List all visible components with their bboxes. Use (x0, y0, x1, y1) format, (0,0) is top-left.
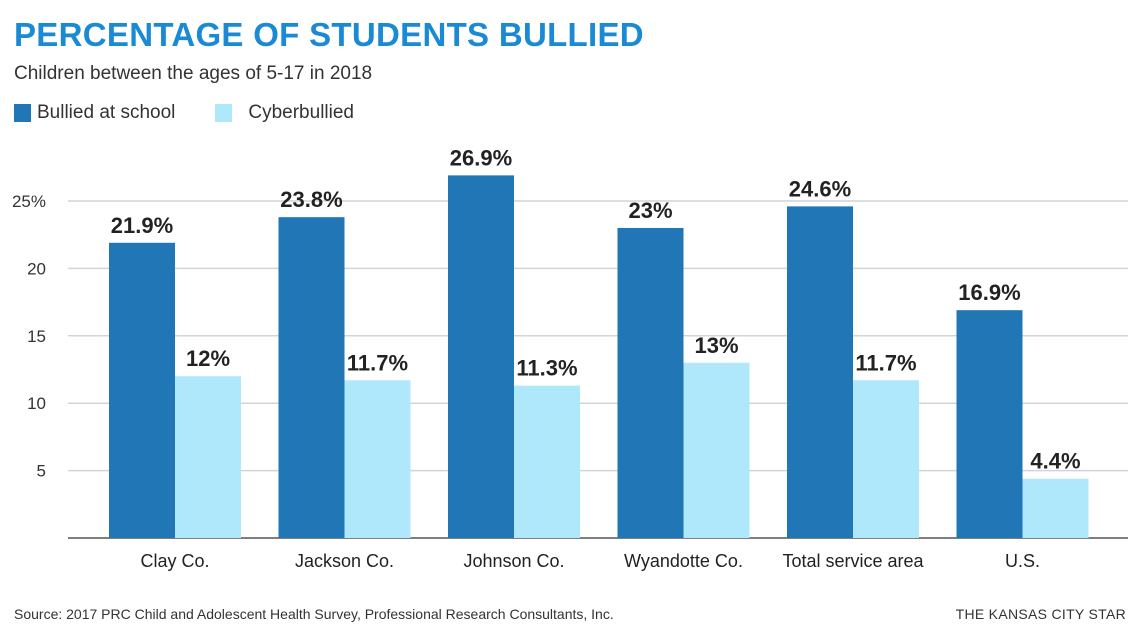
y-tick-label: 10 (27, 394, 46, 413)
legend-label: Bullied at school (37, 102, 176, 123)
y-tick-label: 15 (27, 327, 46, 346)
data-label: 23% (628, 198, 672, 223)
y-tick-label: 5 (37, 462, 46, 481)
data-label: 11.7% (855, 350, 916, 375)
data-label: 4.4% (1030, 449, 1080, 474)
bar-cyberbullied (853, 380, 919, 538)
x-category-label: Jackson Co. (295, 551, 394, 571)
bar-cyberbullied (683, 362, 750, 538)
x-category-label: U.S. (1005, 551, 1040, 571)
legend-item-bullied-at-school: Bullied at school (14, 102, 175, 124)
legend-swatch (215, 104, 233, 122)
x-category-label: Johnson Co. (463, 551, 564, 571)
data-label: 16.9% (958, 280, 1020, 305)
data-label: 24.6% (789, 176, 851, 201)
bar-cyberbullied (344, 380, 411, 538)
legend: Bullied at school Cyberbullied (14, 102, 394, 124)
bar-bullied-at-school (956, 310, 1023, 538)
bar-bullied-at-school (448, 175, 514, 538)
legend-label: Cyberbullied (248, 102, 354, 123)
bar-bullied-at-school (787, 206, 853, 538)
bar-cyberbullied (514, 385, 580, 538)
data-label: 12% (186, 346, 230, 371)
data-label: 21.9% (111, 213, 173, 238)
bar-bullied-at-school (109, 242, 175, 538)
chart-subtitle: Children between the ages of 5-17 in 201… (14, 63, 373, 84)
x-category-label: Total service area (782, 551, 924, 571)
data-label: 13% (694, 333, 738, 358)
bar-cyberbullied (1022, 478, 1089, 538)
x-category-label: Wyandotte Co. (624, 551, 743, 571)
data-label: 23.8% (280, 187, 342, 212)
chart-title: PERCENTAGE OF STUDENTS BULLIED (14, 16, 644, 53)
data-label: 26.9% (450, 145, 512, 170)
bar-cyberbullied (175, 376, 241, 538)
legend-item-cyberbullied: Cyberbullied (215, 102, 354, 124)
y-tick-label: 25% (12, 192, 46, 211)
legend-swatch (14, 104, 31, 122)
data-label: 11.3% (516, 356, 577, 381)
bar-bullied-at-school (617, 227, 684, 538)
bar-bullied-at-school (278, 217, 345, 538)
publisher-credit: THE KANSAS CITY STAR (955, 606, 1126, 622)
x-category-label: Clay Co. (140, 551, 209, 571)
source-note: Source: 2017 PRC Child and Adolescent He… (14, 606, 614, 622)
y-tick-label: 20 (27, 259, 46, 278)
data-label: 11.7% (347, 350, 408, 375)
